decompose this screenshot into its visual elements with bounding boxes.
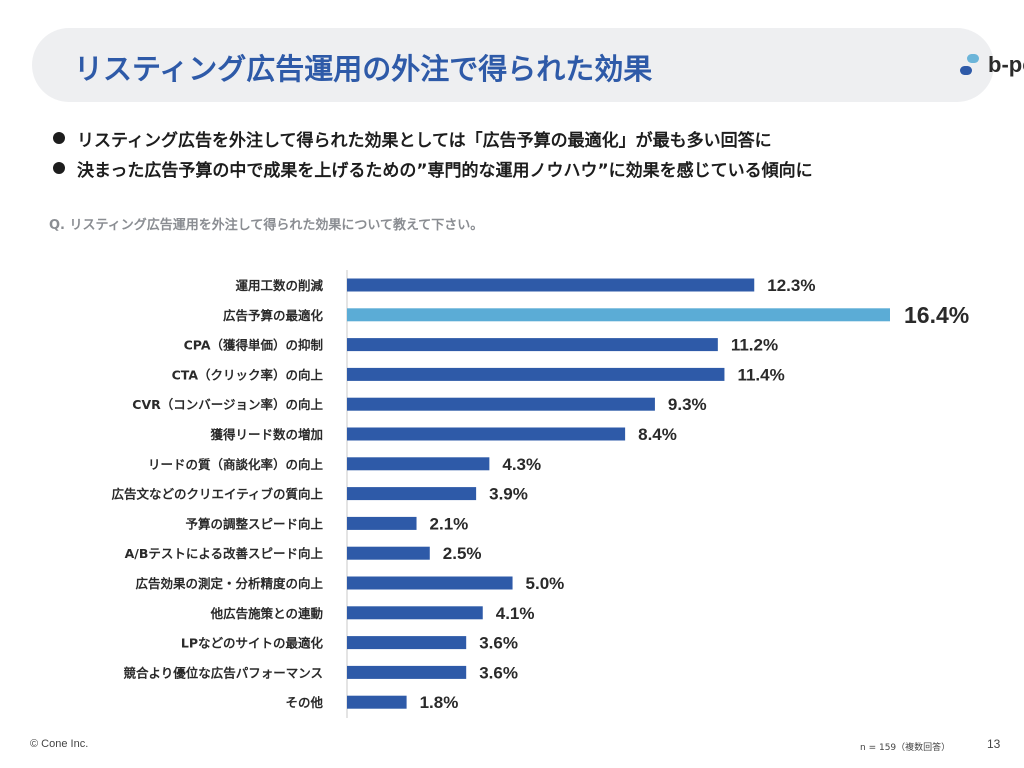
value-label: 5.0% <box>526 574 565 593</box>
logo-text: b-pos <box>988 52 1024 77</box>
value-label: 3.6% <box>479 663 518 682</box>
category-label: 広告予算の最適化 <box>223 308 324 323</box>
bar <box>347 487 477 501</box>
bar-highlight <box>347 308 890 322</box>
value-label: 8.4% <box>638 425 677 444</box>
sample-note: n = 159（複数回答） <box>860 743 951 753</box>
bar <box>347 665 467 679</box>
category-label: 広告効果の測定・分析精度の向上 <box>135 576 323 591</box>
category-label: 獲得リード数の増加 <box>210 427 323 442</box>
value-label: 2.5% <box>443 544 482 563</box>
value-label: 4.3% <box>502 455 541 474</box>
bullet-text: 決まった広告予算の中で成果を上げるための”専門的な運用ノウハウ”に効果を感じてい… <box>77 161 813 181</box>
bullet-text: リスティング広告を外注して得られた効果としては「広告予算の最適化」が最も多い回答… <box>77 131 772 151</box>
value-label: 1.8% <box>420 693 459 712</box>
summary-bullet: 決まった広告予算の中で成果を上げるための”専門的な運用ノウハウ”に効果を感じてい… <box>53 156 813 186</box>
bar <box>347 606 483 620</box>
title-bar: リスティング広告運用の外注で得られた効果 b-pos <box>32 28 1024 102</box>
bar <box>347 278 755 292</box>
value-label: 4.1% <box>496 604 535 623</box>
page-number: 13 <box>987 737 1001 751</box>
category-label: 運用工数の削減 <box>235 278 323 293</box>
category-label: CVR（コンバージョン率）の向上 <box>132 397 323 412</box>
category-label: LPなどのサイトの最適化 <box>181 636 324 651</box>
summary-bullet: リスティング広告を外注して得られた効果としては「広告予算の最適化」が最も多い回答… <box>53 126 813 156</box>
value-label: 12.3% <box>767 276 815 295</box>
summary-bullets: リスティング広告を外注して得られた効果としては「広告予算の最適化」が最も多い回答… <box>53 126 813 186</box>
value-label: 3.6% <box>479 634 518 653</box>
survey-question: Q. リスティング広告運用を外注して得られた効果について教えて下さい。 <box>49 218 484 233</box>
page-title: リスティング広告運用の外注で得られた効果 <box>74 52 653 86</box>
value-label: 16.4% <box>904 302 969 328</box>
value-label: 11.2% <box>731 336 778 355</box>
bar <box>347 695 407 709</box>
category-label: 競合より優位な広告パフォーマンス <box>123 665 323 680</box>
value-label: 11.4% <box>737 365 784 384</box>
category-label: A/Bテストによる改善スピード向上 <box>125 546 324 561</box>
bar-chart: 運用工数の削減 12.3% 広告予算の最適化 16.4% CPA（獲得単価）の抑制 11.… <box>111 270 969 718</box>
bar <box>347 636 467 650</box>
category-label: 予算の調整スピード向上 <box>185 516 323 531</box>
bar <box>347 576 513 590</box>
category-label: CTA（クリック率）の向上 <box>172 367 324 382</box>
copyright: © Cone Inc. <box>30 738 89 750</box>
bar <box>347 427 626 441</box>
category-label: リードの質（商談化率）の向上 <box>148 457 324 472</box>
bar <box>347 397 655 411</box>
category-label: CPA（獲得単価）の抑制 <box>184 338 323 353</box>
bar <box>347 338 718 352</box>
category-label: 他広告施策との連動 <box>210 606 323 621</box>
bar <box>347 546 430 560</box>
bar <box>347 457 490 471</box>
value-label: 9.3% <box>668 395 707 414</box>
category-label: その他 <box>285 695 323 710</box>
bullet-dot-icon <box>53 162 65 174</box>
category-label: 広告文などのクリエイティブの質向上 <box>111 487 323 502</box>
b-pos-logo-icon <box>960 54 982 78</box>
value-label: 3.9% <box>489 485 528 504</box>
bullet-dot-icon <box>53 132 65 144</box>
bar <box>347 367 725 381</box>
value-label: 2.1% <box>430 514 469 533</box>
bar <box>347 516 417 530</box>
